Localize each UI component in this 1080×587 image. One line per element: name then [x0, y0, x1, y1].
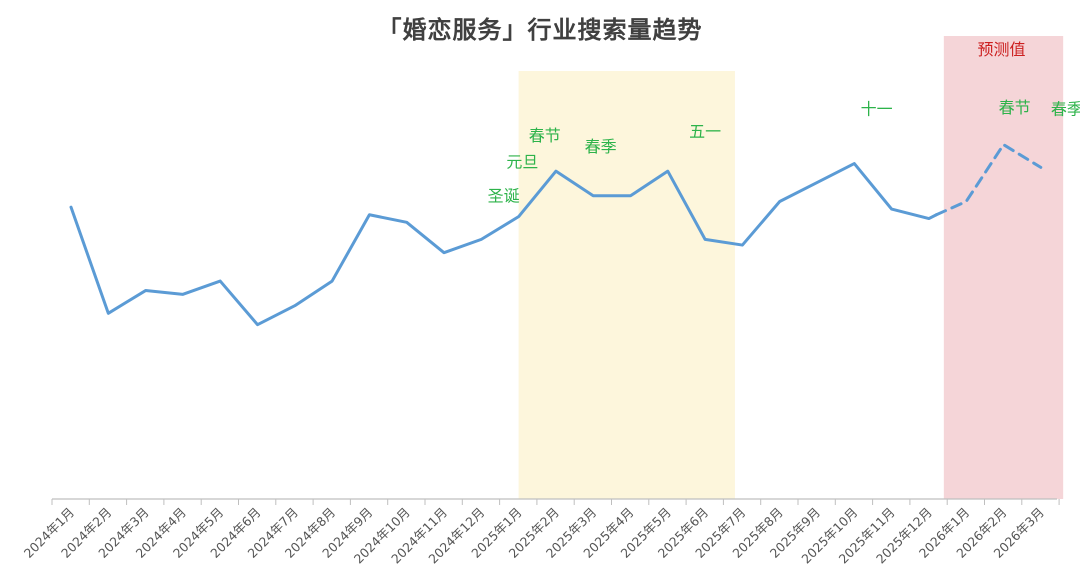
holiday-region: [518, 71, 735, 499]
chart-title: 「婚恋服务」行业搜索量趋势: [377, 16, 703, 44]
highlight-regions: 预测值: [518, 36, 1064, 499]
annotation-label: 十一: [861, 99, 893, 118]
forecast-label: 预测值: [977, 40, 1025, 59]
series-lines: [69, 143, 1043, 327]
x-axis: 2024年1月2024年2月2024年3月2024年4月2024年5月2024年…: [21, 498, 1060, 567]
forecast-region: [943, 36, 1064, 499]
annotation-label: 春季: [1051, 100, 1080, 119]
annotation-label: 圣诞: [488, 186, 520, 205]
annotation-label: 春季: [585, 137, 617, 156]
annotation-label: 春节: [999, 98, 1031, 117]
forecast-series-line: [934, 143, 1043, 217]
annotation-label: 五一: [689, 122, 721, 141]
annotation-label: 春节: [529, 126, 561, 145]
annotation-label: 元旦: [506, 152, 538, 171]
